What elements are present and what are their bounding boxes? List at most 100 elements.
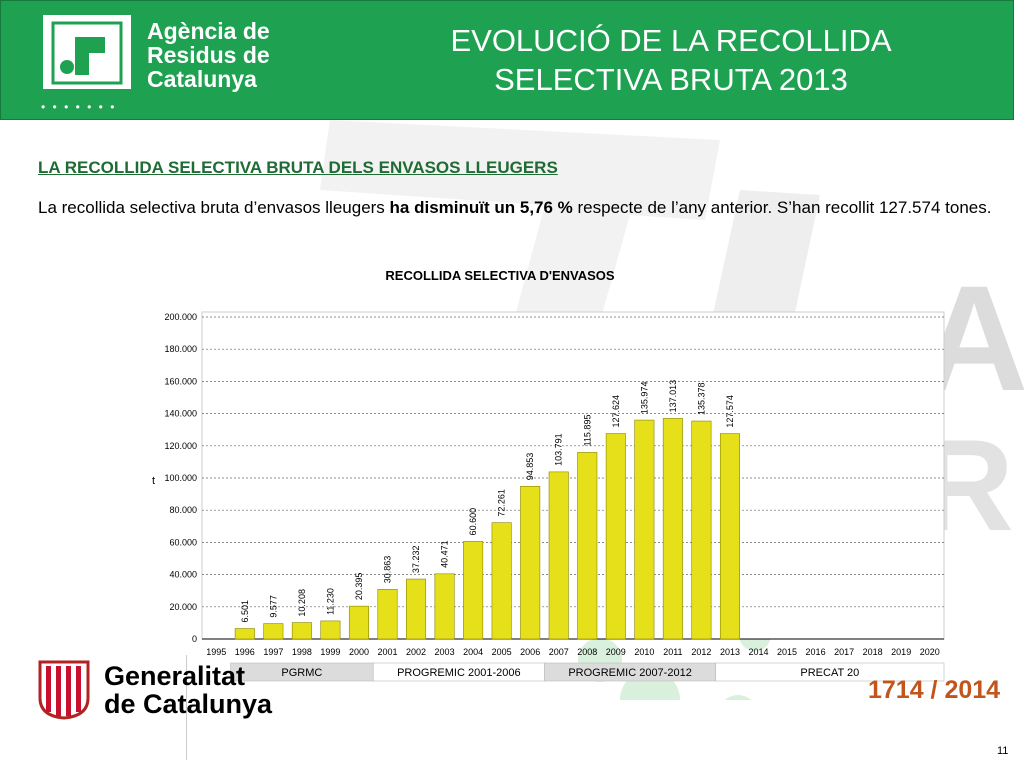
bar (520, 485, 541, 640)
bar-chart: 0 20.000 40.000 60.000 80.000 100.000 120.000 1… (152, 311, 945, 682)
x-tick-label: 2005 (492, 647, 512, 657)
data-label: 9.577 (268, 595, 278, 618)
chart-y-axis-label: t (152, 475, 155, 487)
agency-name: Agència de Residus de Catalunya (147, 19, 270, 91)
bar (377, 589, 398, 640)
generalitat-line2: de Catalunya (104, 689, 273, 719)
bar (291, 622, 312, 640)
x-tick-label: 2007 (549, 647, 569, 657)
bar (634, 419, 655, 640)
data-label: 127.624 (611, 395, 621, 428)
bar (434, 573, 455, 640)
logo-dots: • • • • • • • (41, 100, 117, 114)
data-label: 137.013 (668, 380, 678, 413)
bar (263, 623, 284, 640)
page-number: 11 (997, 745, 1009, 757)
data-label: 37.232 (411, 546, 421, 574)
bar (548, 471, 569, 640)
x-tick-label: 1999 (320, 647, 340, 657)
agency-name-line2: Residus de (147, 42, 270, 68)
page-title-line2: SELECTIVA BRUTA 2013 (494, 62, 848, 97)
x-tick-label: 2011 (663, 647, 682, 657)
chart-bars (234, 418, 740, 640)
x-tick-label: 2017 (834, 647, 854, 657)
bar (662, 418, 683, 640)
anniversary-logo: 1714 / 2014 (868, 676, 1001, 704)
x-tick-label: 2010 (634, 647, 654, 657)
body-text-part2: respecte de l’any anterior. S’han recoll… (572, 198, 992, 217)
x-tick-label: 2013 (720, 647, 740, 657)
y-tick-label: 0 (192, 634, 197, 644)
x-tick-label: 2000 (349, 647, 369, 657)
data-label: 6.501 (240, 600, 250, 623)
data-label: 135.378 (696, 382, 706, 415)
data-label: 60.600 (468, 508, 478, 536)
data-label: 20.395 (354, 573, 364, 601)
x-tick-label: 2009 (606, 647, 626, 657)
section-subtitle: LA RECOLLIDA SELECTIVA BRUTA DELS ENVASO… (38, 158, 558, 177)
chart-data-labels: 6.501 9.577 10.208 11.230 20.395 30.863 37.232… (240, 380, 735, 623)
x-tick-label: 2020 (920, 647, 940, 657)
bar (463, 541, 484, 640)
header-banner: • • • • • • • Agència de Residus de Cata… (0, 0, 1014, 120)
data-label: 72.261 (497, 489, 507, 517)
x-tick-label: 2014 (748, 647, 768, 657)
data-label: 40.471 (440, 540, 450, 568)
y-tick-label: 120.000 (164, 441, 197, 451)
x-tick-label: 2012 (691, 647, 711, 657)
y-tick-label: 160.000 (164, 376, 197, 386)
y-tick-label: 100.000 (164, 473, 197, 483)
program-label: PRECAT 20 (800, 667, 859, 679)
data-label: 135.974 (639, 382, 649, 415)
data-label: 11.230 (325, 588, 335, 615)
x-tick-label: 2016 (806, 647, 826, 657)
x-tick-label: 2008 (577, 647, 597, 657)
bar (234, 628, 255, 640)
x-tick-label: 2015 (777, 647, 797, 657)
x-tick-label: 2006 (520, 647, 540, 657)
y-tick-label: 20.000 (169, 602, 197, 612)
y-tick-label: 200.000 (164, 312, 197, 322)
program-label: PGRMC (281, 667, 322, 679)
x-tick-label: 2003 (435, 647, 455, 657)
agency-name-line1: Agència de (147, 18, 270, 44)
generalitat-line1: Generalitat (104, 661, 246, 691)
x-tick-label: 1998 (292, 647, 312, 657)
generalitat-logo-icon (38, 660, 90, 720)
agency-name-line3: Catalunya (147, 66, 257, 92)
program-label: PROGREMIC 2001-2006 (397, 667, 521, 679)
x-tick-label: 2001 (377, 647, 397, 657)
y-tick-label: 140.000 (164, 409, 197, 419)
x-tick-label: 2019 (891, 647, 911, 657)
data-label: 10.208 (297, 589, 307, 617)
bar (491, 522, 512, 640)
bar (719, 433, 740, 640)
body-text-bold: ha disminuït un 5,76 % (389, 198, 573, 217)
x-tick-label: 1997 (263, 647, 283, 657)
data-label: 127.574 (725, 395, 735, 428)
bar (605, 433, 626, 640)
data-label: 94.853 (525, 453, 535, 481)
agency-logo (43, 15, 131, 89)
y-tick-label: 60.000 (169, 537, 197, 547)
x-tick-label: 1996 (235, 647, 255, 657)
bar (348, 605, 369, 640)
page-title-line1: EVOLUCIÓ DE LA RECOLLIDA (450, 23, 892, 58)
chart-title: RECOLLIDA SELECTIVA D'ENVASOS (385, 268, 615, 283)
body-paragraph: La recollida selectiva bruta d’envasos l… (38, 197, 996, 219)
x-tick-label: 2018 (863, 647, 883, 657)
bar (577, 452, 598, 640)
chart-plot-background (201, 311, 945, 640)
chart-y-ticks: 0 20.000 40.000 60.000 80.000 100.000 120.000 1… (164, 312, 197, 644)
page-title: EVOLUCIÓ DE LA RECOLLIDA SELECTIVA BRUTA… (391, 21, 951, 99)
program-periods: PGRMC PROGREMIC 2001-2006 PROGREMIC 2007-2… (230, 662, 945, 682)
divider-line (186, 655, 187, 760)
data-label: 115.895 (582, 415, 592, 447)
program-box (715, 662, 945, 682)
bar (406, 578, 427, 640)
generalitat-name: Generalitat de Catalunya (104, 662, 272, 718)
data-label: 103.791 (554, 433, 564, 466)
bar (320, 620, 341, 640)
program-label: PROGREMIC 2007-2012 (568, 667, 692, 679)
data-label: 30.863 (383, 556, 393, 584)
